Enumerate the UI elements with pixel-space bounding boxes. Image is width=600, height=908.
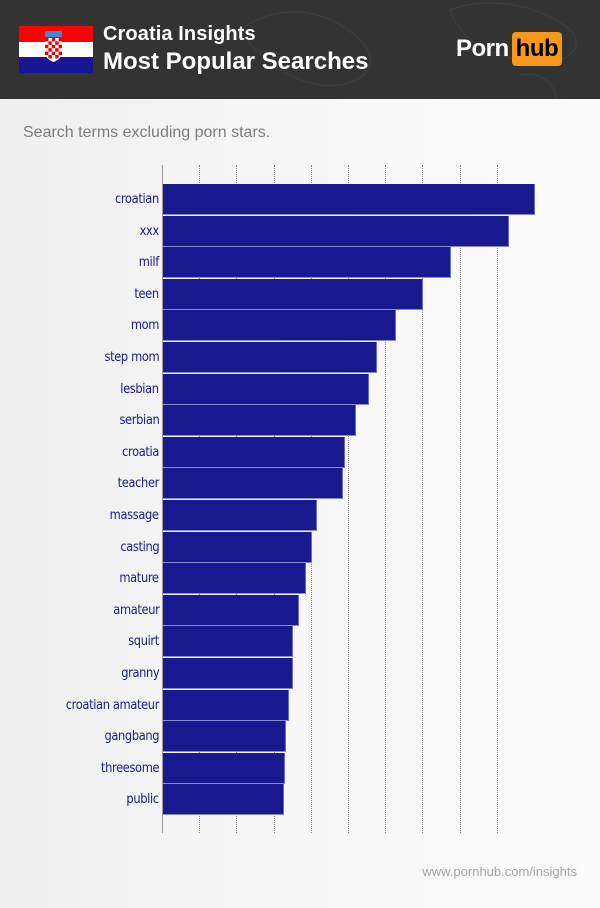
bar-label: amateur — [112, 603, 160, 618]
coat-of-arms-icon — [45, 31, 62, 62]
bar-label: step mom — [104, 350, 159, 365]
bar — [163, 658, 293, 689]
bar-label: teacher — [117, 476, 160, 491]
gridline — [460, 165, 461, 833]
bar-row: croatian amateur — [0, 690, 600, 721]
bar — [163, 310, 396, 341]
bar-row: threesome — [0, 753, 600, 784]
world-map-decoration — [239, 2, 577, 99]
bar — [163, 374, 369, 405]
y-axis-line — [162, 165, 163, 833]
bar-label: gangbang — [104, 729, 159, 744]
bar — [163, 247, 451, 278]
header-banner: Croatia Insights Most Popular Searches P… — [0, 0, 600, 99]
gridline — [422, 165, 423, 833]
bar-label: croatian amateur — [65, 698, 160, 713]
bar-label: squirt — [128, 634, 159, 649]
title-block: Croatia Insights Most Popular Searches — [103, 22, 368, 77]
gridline — [311, 165, 312, 833]
bar — [163, 721, 286, 752]
bar-row: squirt — [0, 626, 600, 657]
bar-label: croatia — [122, 445, 159, 460]
bar — [163, 563, 306, 594]
bar-label: xxx — [139, 224, 160, 239]
bar-row: teacher — [0, 468, 600, 499]
footer-url: www.pornhub.com/insights — [422, 864, 577, 879]
gridline — [497, 165, 498, 833]
bar-label: granny — [120, 666, 159, 681]
bar-row: massage — [0, 500, 600, 531]
bar — [163, 468, 343, 499]
bar — [163, 595, 299, 626]
page-title: Most Popular Searches — [103, 48, 369, 75]
bar-row: lesbian — [0, 374, 600, 405]
bar-label: croatian — [115, 192, 159, 207]
logo-text-hub: hub — [511, 32, 563, 66]
bar — [163, 753, 285, 784]
croatia-flag-icon — [19, 26, 93, 74]
bar — [163, 405, 356, 436]
bar-row: amateur — [0, 595, 600, 626]
bar-row: teen — [0, 279, 600, 310]
bar — [163, 216, 509, 247]
gridline — [348, 165, 349, 833]
bar — [163, 626, 293, 657]
bar-label: serbian — [119, 413, 159, 428]
bar-row: croatian — [0, 184, 600, 215]
bar-row: casting — [0, 532, 600, 563]
bar-row: gangbang — [0, 721, 600, 752]
logo-text-porn: Porn — [456, 35, 509, 62]
bar-label: mature — [119, 571, 160, 586]
bar-label: milf — [138, 255, 159, 270]
chart-subtitle: Search terms excluding porn stars. — [23, 124, 271, 141]
gridline — [236, 165, 237, 833]
bar-label: teen — [134, 287, 160, 302]
bar-label: lesbian — [120, 382, 160, 397]
bar-label: threesome — [100, 761, 160, 776]
gridline — [199, 165, 200, 833]
bar-label: casting — [120, 540, 159, 555]
bar-label: public — [126, 792, 160, 807]
bar — [163, 784, 284, 815]
brand-logo: Porn hub — [456, 32, 563, 66]
bar-row: milf — [0, 247, 600, 278]
bar — [163, 532, 312, 563]
bar — [163, 342, 377, 373]
bar — [163, 500, 317, 531]
bar-row: step mom — [0, 342, 600, 373]
gridline — [274, 165, 275, 833]
bar-row: xxx — [0, 216, 600, 247]
bar — [163, 279, 423, 310]
gridline — [385, 165, 386, 833]
bar-row: granny — [0, 658, 600, 689]
bar-label: mom — [130, 318, 160, 333]
bar — [163, 437, 345, 468]
bar-row: mature — [0, 563, 600, 594]
bar-row: mom — [0, 310, 600, 341]
bar-row: croatia — [0, 437, 600, 468]
page-title-country: Croatia Insights — [103, 23, 256, 45]
bar-row: public — [0, 784, 600, 815]
bar — [163, 184, 535, 215]
bar-label: massage — [110, 508, 159, 523]
bar — [163, 690, 289, 721]
bar-row: serbian — [0, 405, 600, 436]
